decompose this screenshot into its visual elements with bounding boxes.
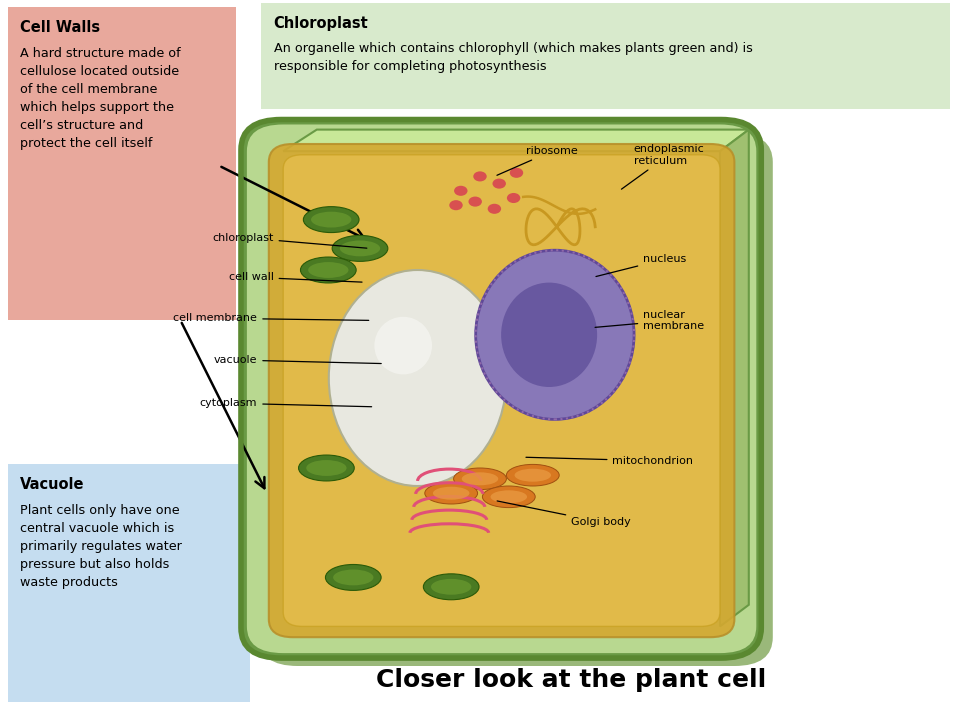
Circle shape bbox=[507, 193, 520, 203]
Text: Golgi body: Golgi body bbox=[497, 501, 631, 527]
Ellipse shape bbox=[501, 282, 597, 387]
FancyBboxPatch shape bbox=[8, 7, 236, 320]
Circle shape bbox=[454, 186, 468, 196]
Ellipse shape bbox=[423, 574, 479, 600]
Text: Chloroplast: Chloroplast bbox=[274, 16, 369, 31]
Text: Plant cells only have one
central vacuole which is
primarily regulates water
pre: Plant cells only have one central vacuol… bbox=[20, 504, 182, 589]
Ellipse shape bbox=[300, 257, 356, 283]
Ellipse shape bbox=[433, 487, 469, 500]
Text: ribosome: ribosome bbox=[497, 146, 578, 175]
Text: endoplasmic
reticulum: endoplasmic reticulum bbox=[621, 144, 705, 189]
FancyBboxPatch shape bbox=[269, 144, 734, 637]
Polygon shape bbox=[720, 130, 749, 626]
Circle shape bbox=[468, 197, 482, 207]
FancyBboxPatch shape bbox=[259, 133, 773, 666]
Ellipse shape bbox=[333, 570, 373, 585]
Ellipse shape bbox=[332, 235, 388, 261]
Ellipse shape bbox=[340, 240, 380, 256]
Circle shape bbox=[488, 204, 501, 214]
Text: Closer look at the plant cell: Closer look at the plant cell bbox=[376, 668, 766, 693]
Ellipse shape bbox=[308, 262, 348, 278]
Ellipse shape bbox=[491, 490, 527, 503]
Ellipse shape bbox=[515, 469, 551, 482]
Ellipse shape bbox=[454, 468, 507, 490]
Text: Vacuole: Vacuole bbox=[20, 477, 84, 492]
Ellipse shape bbox=[306, 460, 347, 476]
FancyBboxPatch shape bbox=[8, 464, 250, 702]
Ellipse shape bbox=[325, 564, 381, 590]
Text: chloroplast: chloroplast bbox=[212, 233, 367, 248]
Ellipse shape bbox=[311, 212, 351, 228]
Circle shape bbox=[473, 171, 487, 181]
Ellipse shape bbox=[462, 472, 498, 485]
Ellipse shape bbox=[424, 482, 477, 504]
Ellipse shape bbox=[476, 250, 635, 419]
FancyBboxPatch shape bbox=[261, 3, 950, 109]
Ellipse shape bbox=[328, 270, 507, 486]
FancyBboxPatch shape bbox=[245, 122, 758, 655]
Polygon shape bbox=[283, 130, 749, 151]
Ellipse shape bbox=[303, 207, 359, 233]
Ellipse shape bbox=[431, 579, 471, 595]
Circle shape bbox=[492, 179, 506, 189]
Text: cytoplasm: cytoplasm bbox=[200, 398, 372, 408]
Text: Cell Walls: Cell Walls bbox=[20, 20, 100, 35]
Text: nuclear
membrane: nuclear membrane bbox=[595, 310, 705, 331]
Text: vacuole: vacuole bbox=[214, 355, 381, 365]
Text: nucleus: nucleus bbox=[596, 254, 686, 276]
Ellipse shape bbox=[374, 317, 432, 374]
Text: cell membrane: cell membrane bbox=[174, 313, 369, 323]
Ellipse shape bbox=[483, 486, 536, 508]
Circle shape bbox=[449, 200, 463, 210]
Text: cell wall: cell wall bbox=[228, 272, 362, 282]
Text: mitochondrion: mitochondrion bbox=[526, 456, 693, 466]
Ellipse shape bbox=[507, 464, 559, 486]
Text: A hard structure made of
cellulose located outside
of the cell membrane
which he: A hard structure made of cellulose locat… bbox=[20, 47, 180, 150]
Ellipse shape bbox=[299, 455, 354, 481]
FancyBboxPatch shape bbox=[283, 155, 720, 626]
Circle shape bbox=[510, 168, 523, 178]
Text: An organelle which contains chlorophyll (which makes plants green and) is
respon: An organelle which contains chlorophyll … bbox=[274, 42, 753, 73]
